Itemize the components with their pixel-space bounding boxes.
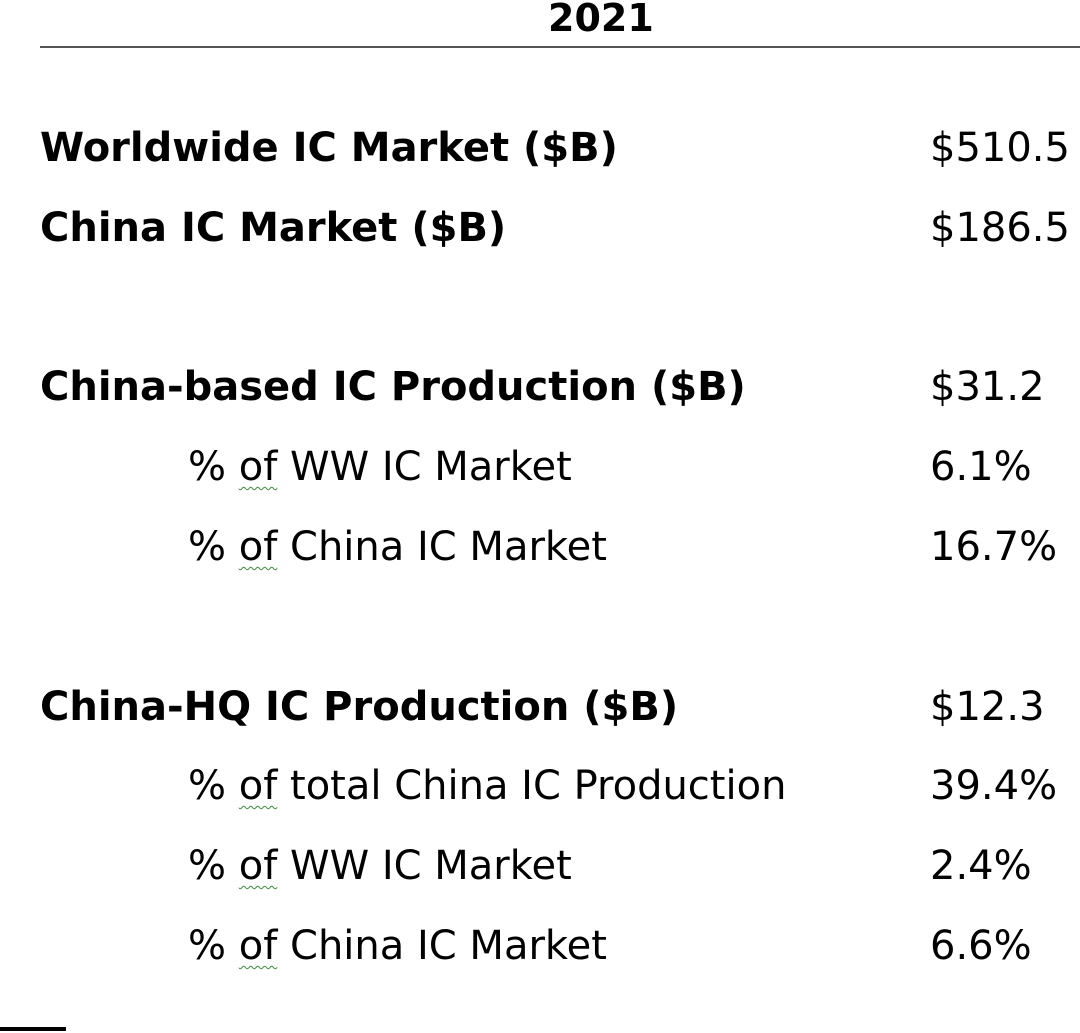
label-prefix: % xyxy=(188,923,239,969)
row-china-hq-pct-ww-market: % of WW IC Market 2.4% xyxy=(0,836,1080,896)
table-header: 2021 xyxy=(40,0,1080,48)
row-china-based-ic-production: China-based IC Production ($B) $31.2 xyxy=(0,357,1080,417)
row-value: $186.5 xyxy=(930,205,1070,251)
label-prefix: % xyxy=(188,444,239,490)
row-label: % of China IC Market xyxy=(188,517,607,577)
row-china-hq-pct-china-market: % of China IC Market 6.6% xyxy=(0,916,1080,976)
row-china-hq-ic-production: China-HQ IC Production ($B) $12.3 xyxy=(0,677,1080,737)
label-of: of xyxy=(238,763,278,809)
label-rest: WW IC Market xyxy=(277,843,572,889)
row-value: $12.3 xyxy=(930,684,1045,730)
label-rest: China IC Market xyxy=(277,923,607,969)
label-of: of xyxy=(238,524,278,570)
year-heading: 2021 xyxy=(548,0,654,40)
label-rest: total China IC Production xyxy=(277,763,787,809)
row-china-ic-market: China IC Market ($B) $186.5 xyxy=(0,198,1080,258)
row-label: % of total China IC Production xyxy=(188,756,786,816)
row-label: China IC Market ($B) xyxy=(40,205,507,251)
label-rest: WW IC Market xyxy=(277,444,572,490)
row-value: 6.6% xyxy=(930,923,1032,969)
row-label: Worldwide IC Market ($B) xyxy=(40,125,618,171)
row-label: % of China IC Market xyxy=(188,916,607,976)
row-value: 6.1% xyxy=(930,444,1032,490)
row-china-hq-pct-total-production: % of total China IC Production 39.4% xyxy=(0,756,1080,816)
footnote-rule xyxy=(0,1027,66,1031)
row-label: China-HQ IC Production ($B) xyxy=(40,684,679,730)
row-label: % of WW IC Market xyxy=(188,836,572,896)
row-china-based-pct-ww-market: % of WW IC Market 6.1% xyxy=(0,437,1080,497)
label-prefix: % xyxy=(188,763,239,809)
label-of: of xyxy=(238,923,278,969)
row-value: 16.7% xyxy=(930,524,1058,570)
row-value: $31.2 xyxy=(930,364,1045,410)
label-of: of xyxy=(238,444,278,490)
label-prefix: % xyxy=(188,843,239,889)
label-of: of xyxy=(238,843,278,889)
row-label: % of WW IC Market xyxy=(188,437,572,497)
label-rest: China IC Market xyxy=(277,524,607,570)
row-china-based-pct-china-market: % of China IC Market 16.7% xyxy=(0,517,1080,577)
row-label: China-based IC Production ($B) xyxy=(40,364,746,410)
row-value: 2.4% xyxy=(930,843,1032,889)
label-prefix: % xyxy=(188,524,239,570)
row-value: 39.4% xyxy=(930,763,1058,809)
row-value: $510.5 xyxy=(930,125,1070,171)
row-worldwide-ic-market: Worldwide IC Market ($B) $510.5 xyxy=(0,118,1080,178)
